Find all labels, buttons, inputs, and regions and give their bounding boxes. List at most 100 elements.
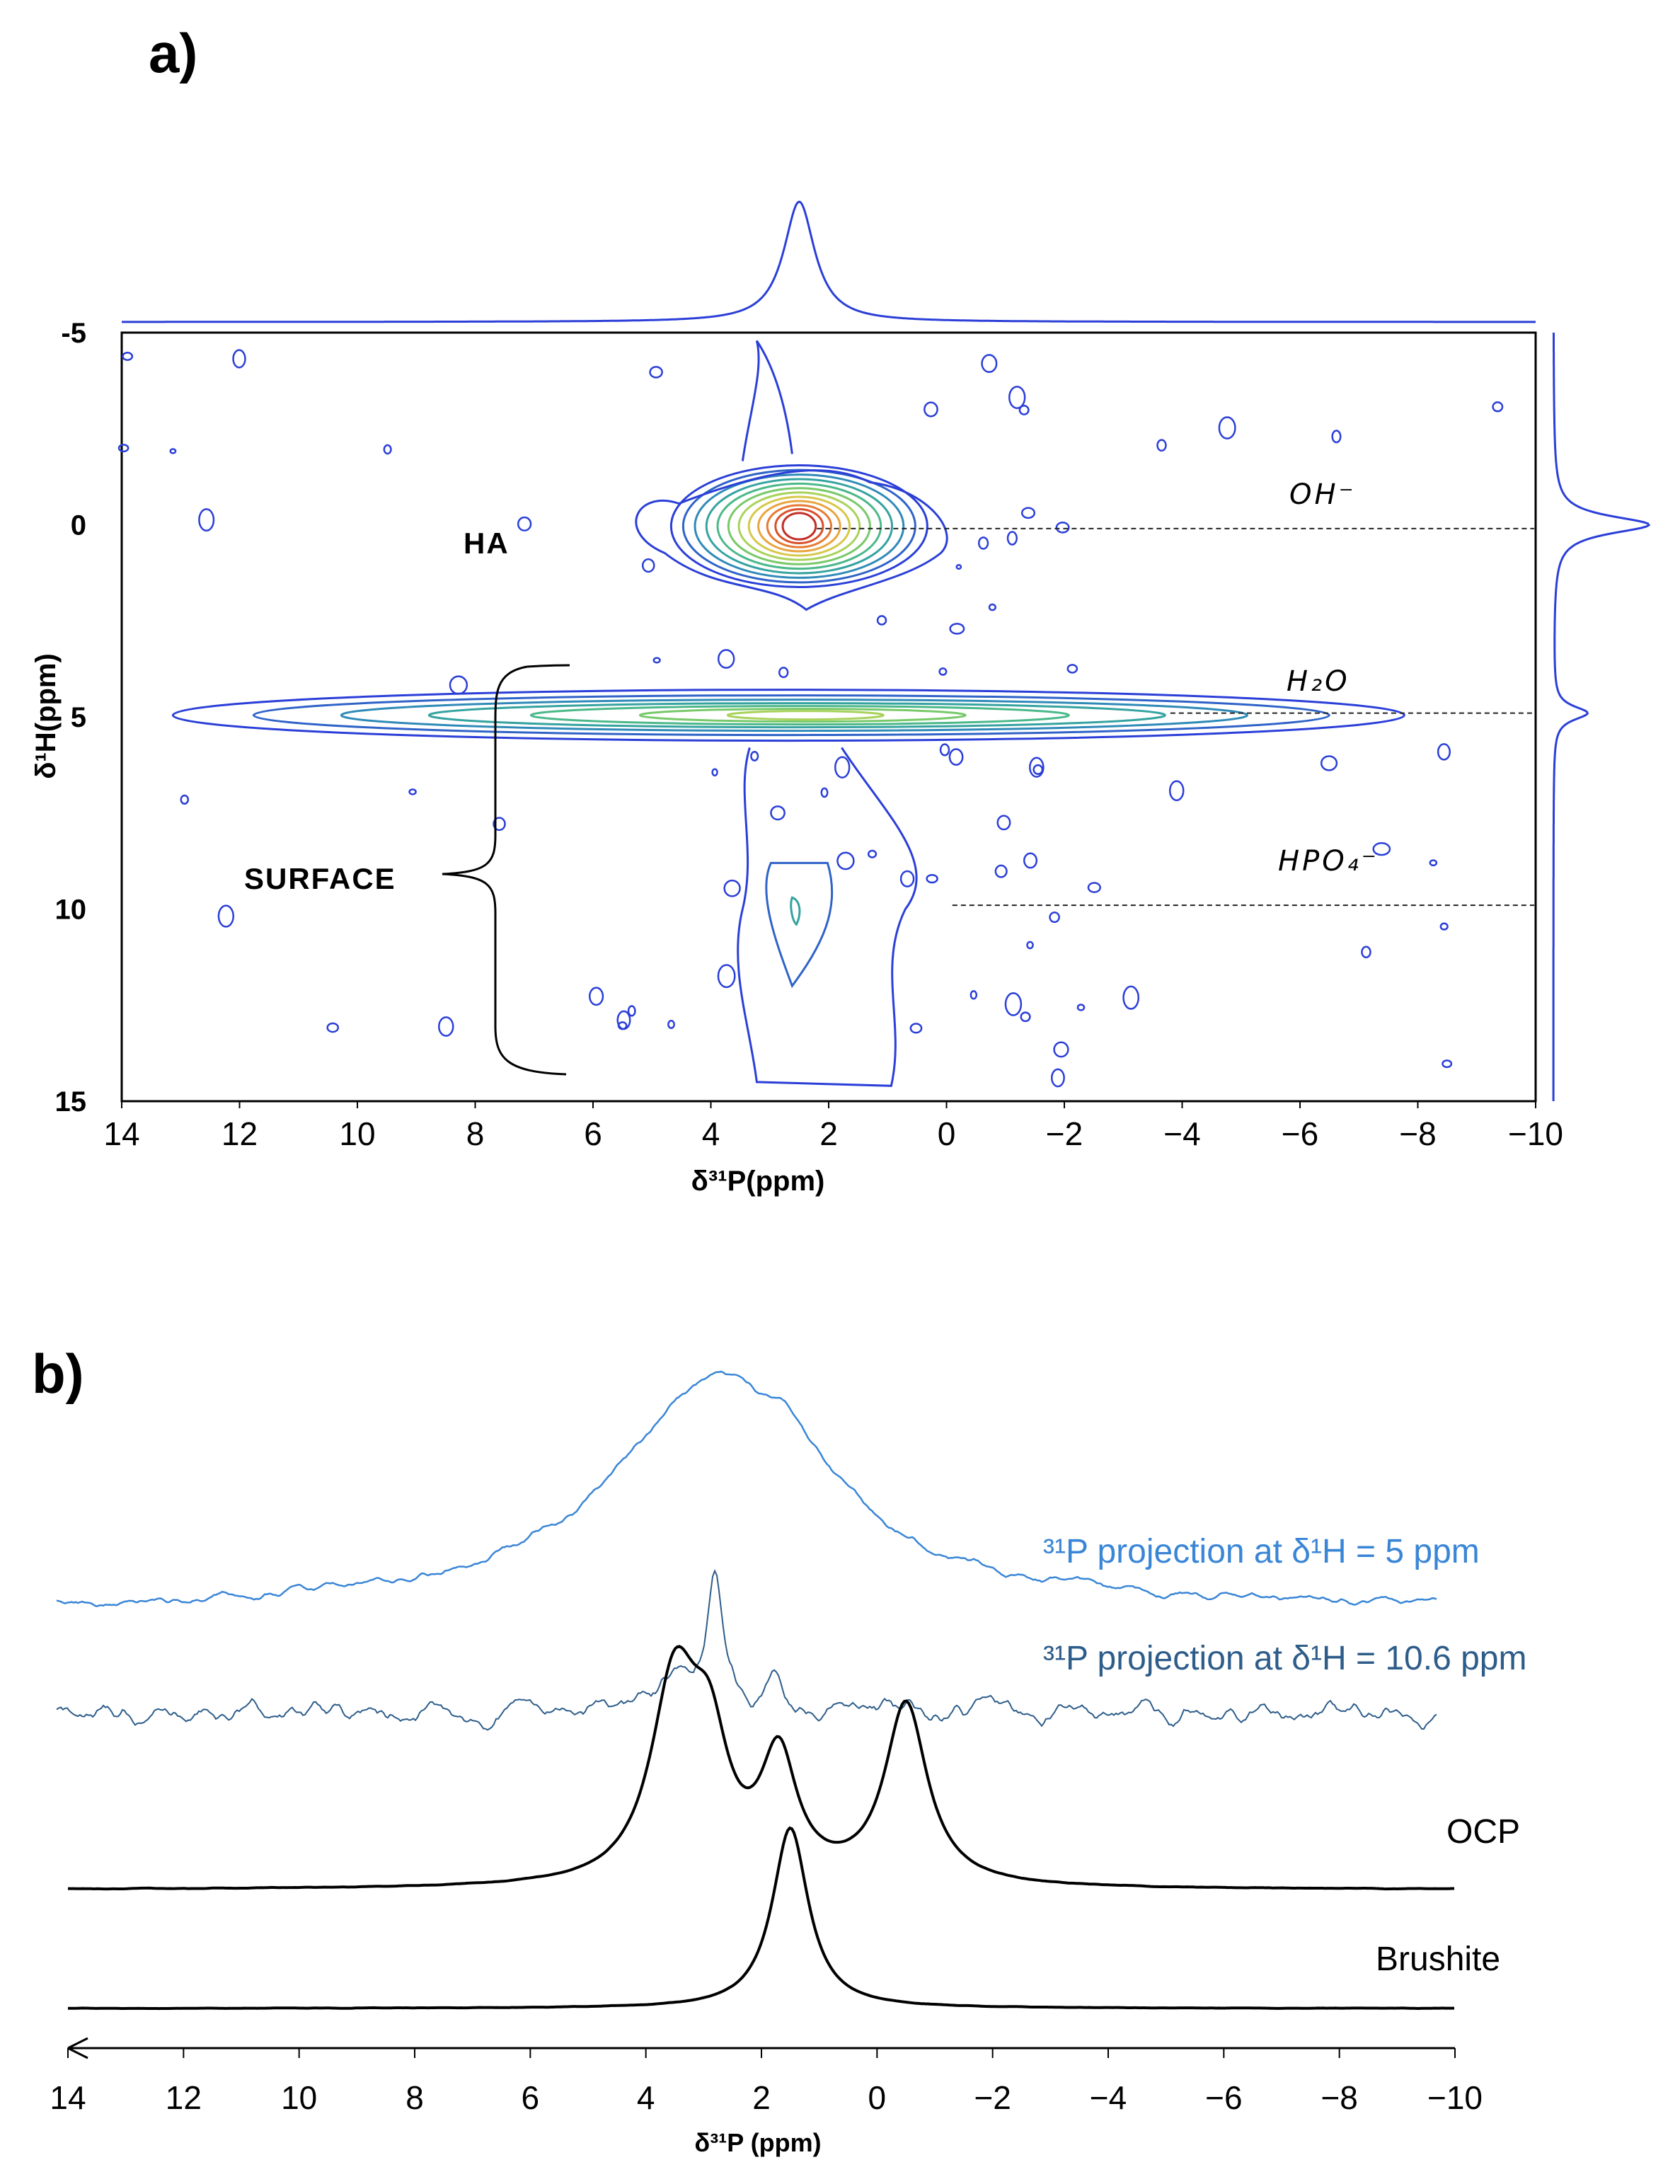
noise-contour — [948, 748, 964, 766]
species-h2o-label: H₂O — [1287, 665, 1350, 698]
noise-contour — [1492, 401, 1504, 413]
panel-b-axis-arrow — [67, 2037, 88, 2059]
noise-contour — [326, 1022, 340, 1033]
contour-oh — [694, 473, 905, 579]
noise-contour — [1006, 531, 1018, 546]
noise-contour — [717, 649, 735, 669]
noise-contour — [955, 563, 962, 570]
x-tick-label: −2 — [974, 2079, 1011, 2116]
contour-surface-inner — [765, 861, 834, 989]
contour-oh — [766, 504, 833, 548]
noise-contour — [122, 352, 134, 361]
contour-oh — [705, 478, 894, 575]
noise-contour — [198, 508, 215, 532]
noise-contour — [1087, 882, 1101, 893]
contour-oh — [781, 512, 817, 541]
noise-contour — [588, 987, 604, 1006]
noise-contour — [926, 873, 938, 884]
trace-projection-5ppm — [56, 1370, 1437, 1608]
contour-map — [171, 340, 1405, 1087]
noise-contour — [988, 603, 996, 611]
noise-contour — [1076, 1004, 1086, 1011]
panel-a-y-axis: -5 0 5 10 15 — [55, 318, 87, 1117]
surface-brace — [442, 665, 567, 1076]
y-tick-label: 10 — [55, 895, 87, 926]
noise-contour — [1437, 743, 1451, 761]
x-tick-label: 4 — [637, 2079, 655, 2116]
noise-contour — [977, 536, 989, 550]
contour-h2o — [529, 705, 1070, 726]
x-tick-label: 14 — [50, 2079, 86, 2116]
noise-contour — [834, 756, 851, 778]
panel-b-label: b) — [32, 1343, 84, 1405]
label-ocp: OCP — [1446, 1813, 1520, 1851]
contour-oh — [727, 487, 871, 565]
x-tick-label: 10 — [339, 1115, 375, 1152]
x-tick-label: 6 — [584, 1115, 602, 1152]
noise-contour — [1320, 755, 1338, 771]
noise-contour — [711, 768, 718, 777]
contour-oh-outer — [635, 469, 948, 611]
trace-brushite — [68, 1826, 1454, 2011]
species-hpo4-label: HPO₄⁻ — [1278, 845, 1379, 878]
noise-contour — [1429, 859, 1438, 867]
noise-contour — [652, 657, 661, 664]
contour-h2o — [726, 710, 885, 721]
noise-contour — [1442, 1059, 1453, 1069]
noise-contour — [1439, 922, 1449, 931]
x-tick-label: 2 — [752, 2079, 771, 2116]
y-tick-label: -5 — [61, 318, 86, 349]
y-tick-label: 0 — [71, 510, 86, 541]
species-oh-label: OH⁻ — [1289, 478, 1357, 511]
label-brushite: Brushite — [1376, 1941, 1500, 1978]
contour-oh — [737, 491, 861, 561]
contour-oh — [716, 482, 882, 570]
noise-contour — [1066, 664, 1078, 674]
x-tick-label: 12 — [166, 2079, 202, 2116]
noise-contour — [232, 349, 246, 369]
noise-contour — [938, 667, 948, 676]
contour-plot-frame — [120, 331, 1537, 1103]
y-tick-label: 15 — [55, 1086, 87, 1117]
noise-contour — [1023, 852, 1038, 869]
noise-contour — [616, 1010, 631, 1030]
noise-contour — [1008, 386, 1026, 409]
noise-contour — [1004, 992, 1023, 1016]
x-tick-label: −6 — [1205, 2079, 1242, 2116]
noise-contour — [1372, 842, 1391, 856]
noise-contour — [1049, 912, 1060, 924]
x-tick-label: 0 — [868, 2079, 887, 2116]
noise-contour — [939, 743, 950, 757]
surface-brace-top — [527, 664, 570, 668]
contour-oh — [681, 469, 916, 584]
noise-contour — [1053, 1041, 1069, 1058]
x-tick-label: −8 — [1321, 2079, 1357, 2116]
noise-contour — [1055, 521, 1070, 534]
noise-contour — [899, 870, 915, 887]
contour-h2o — [340, 699, 1248, 732]
noise-contour — [778, 667, 789, 679]
noise-contour — [924, 401, 938, 418]
contour-h2o — [252, 694, 1330, 737]
x-tick-label: −2 — [1046, 1115, 1083, 1152]
noise-contour — [970, 990, 978, 1000]
noise-contour — [717, 964, 736, 989]
x-tick-label: 8 — [466, 1115, 485, 1152]
noise-contour — [1020, 507, 1036, 519]
noise-contour — [1156, 439, 1167, 452]
x-tick-label: −8 — [1399, 1115, 1436, 1152]
noise-contour — [1026, 941, 1034, 950]
noise-contour — [169, 448, 177, 454]
x-tick-label: −4 — [1090, 2079, 1127, 2116]
noise-contour — [996, 815, 1011, 831]
noise-contour — [1331, 430, 1342, 444]
x-tick-label: 14 — [103, 1115, 139, 1152]
top-31p-projection — [122, 200, 1536, 323]
panel-b-xlabel: δ³¹P (ppm) — [694, 2128, 821, 2157]
contour-oh — [757, 500, 841, 553]
y-tick-label: 5 — [71, 702, 86, 733]
contour-h2o — [427, 702, 1166, 729]
noise-contour — [517, 516, 532, 531]
noise-contour — [949, 623, 965, 635]
noise-contour — [667, 1020, 675, 1029]
